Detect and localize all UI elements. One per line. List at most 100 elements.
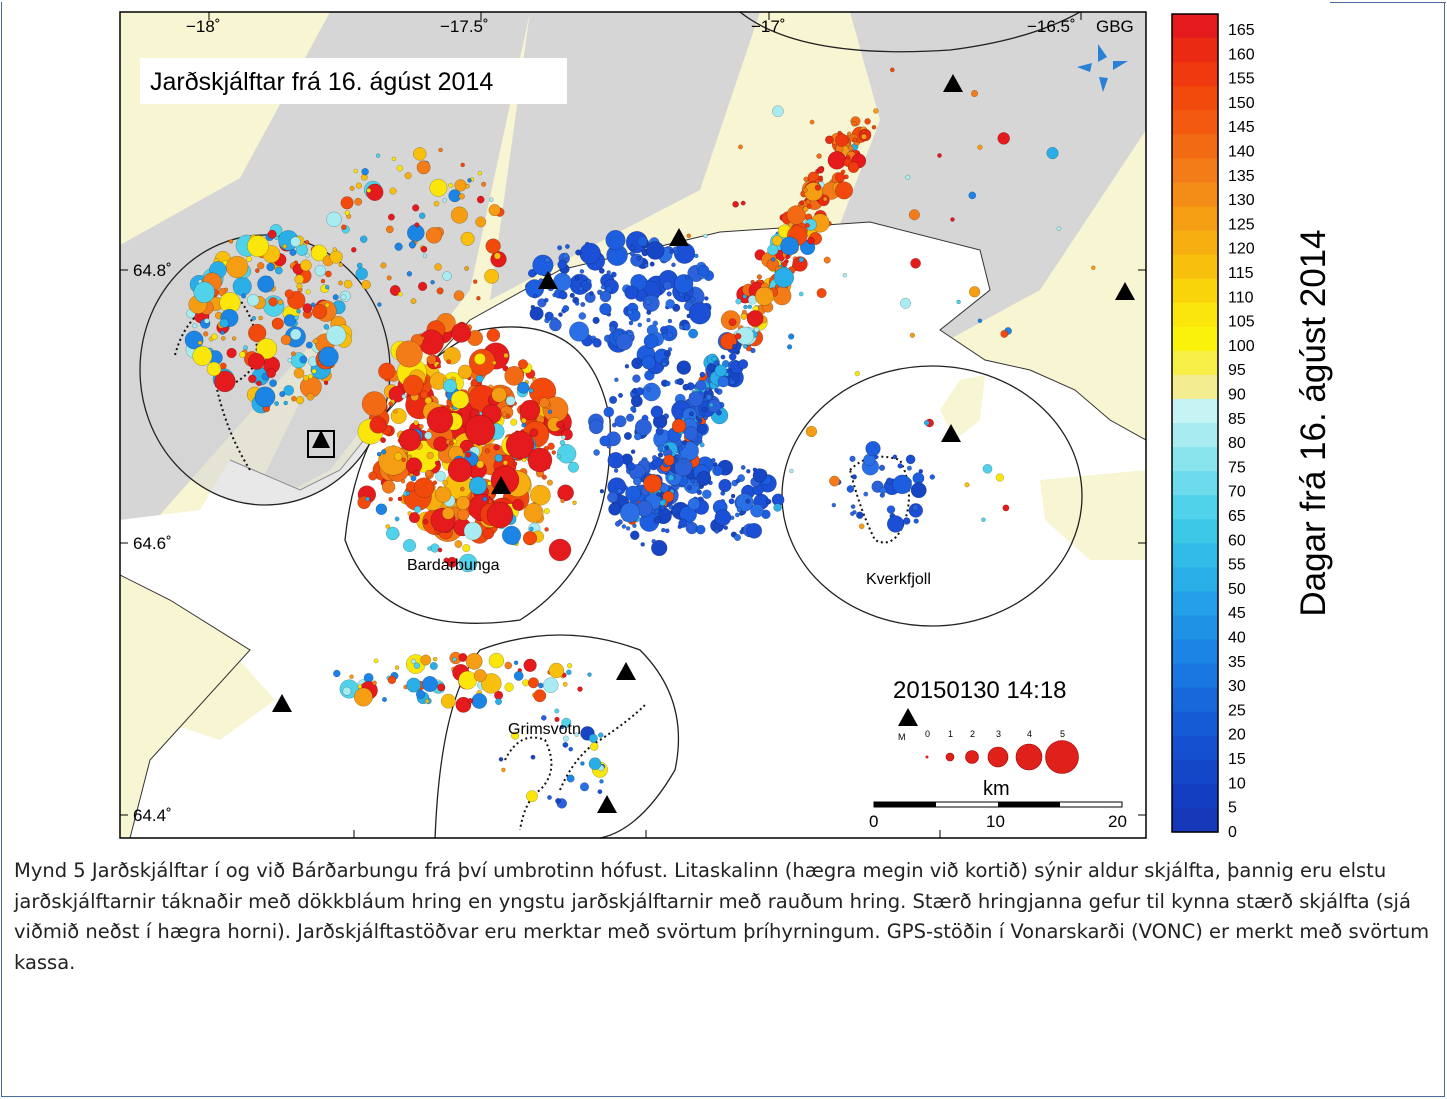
earthquake-marker bbox=[912, 504, 919, 511]
earthquake-marker bbox=[406, 677, 422, 693]
earthquake-marker bbox=[852, 137, 858, 143]
earthquake-marker bbox=[781, 261, 788, 268]
earthquake-marker bbox=[658, 426, 663, 431]
earthquake-marker bbox=[714, 387, 720, 393]
frame-top-line bbox=[1330, 2, 1446, 3]
earthquake-marker bbox=[361, 391, 387, 417]
earthquake-marker bbox=[304, 240, 310, 245]
earthquake-marker bbox=[807, 236, 815, 245]
earthquake-marker bbox=[344, 210, 350, 216]
color-bar-label: 20 bbox=[1228, 727, 1246, 744]
earthquake-marker bbox=[475, 374, 484, 383]
earthquake-marker bbox=[770, 257, 776, 262]
earthquake-marker bbox=[380, 262, 387, 269]
earthquake-marker bbox=[542, 677, 559, 694]
earthquake-marker bbox=[291, 395, 297, 402]
earthquake-marker bbox=[395, 340, 423, 368]
earthquake-marker bbox=[305, 253, 310, 258]
earthquake-marker bbox=[566, 663, 573, 669]
earthquake-marker bbox=[505, 413, 511, 419]
earthquake-marker bbox=[549, 318, 562, 332]
earthquake-marker bbox=[381, 480, 396, 494]
earthquake-marker bbox=[381, 449, 387, 455]
earthquake-marker bbox=[982, 463, 993, 474]
earthquake-marker bbox=[472, 279, 478, 284]
magnitude-legend: M 0 1 2 3 4 5 bbox=[898, 729, 1079, 774]
earthquake-marker bbox=[513, 660, 519, 666]
earthquake-marker bbox=[643, 333, 659, 349]
earthquake-marker bbox=[338, 262, 344, 267]
earthquake-marker bbox=[846, 485, 855, 493]
earthquake-marker bbox=[410, 475, 417, 482]
earthquake-marker bbox=[742, 344, 748, 349]
earthquake-marker bbox=[802, 206, 809, 213]
earthquake-marker bbox=[283, 400, 288, 406]
earthquake-marker bbox=[696, 423, 707, 434]
earthquake-marker bbox=[683, 426, 699, 441]
earthquake-marker bbox=[589, 291, 594, 296]
earthquake-marker bbox=[476, 295, 481, 301]
earthquake-marker bbox=[290, 236, 301, 248]
earthquake-marker bbox=[421, 676, 438, 692]
earthquake-marker bbox=[772, 105, 784, 118]
color-bar-label: 165 bbox=[1228, 22, 1255, 39]
earthquake-marker bbox=[562, 252, 569, 259]
earthquake-marker bbox=[436, 364, 442, 369]
earthquake-marker bbox=[640, 542, 645, 547]
earthquake-marker bbox=[488, 652, 505, 669]
earthquake-marker bbox=[389, 187, 397, 195]
earthquake-marker bbox=[850, 511, 855, 516]
earthquake-marker bbox=[426, 451, 434, 460]
earthquake-marker bbox=[580, 301, 586, 308]
earthquake-marker bbox=[385, 526, 400, 541]
earthquake-marker bbox=[305, 341, 313, 349]
earthquake-marker bbox=[665, 380, 671, 387]
earthquake-marker bbox=[410, 298, 417, 305]
earthquake-marker bbox=[997, 132, 1010, 145]
earthquake-marker bbox=[537, 682, 544, 689]
earthquake-marker bbox=[310, 244, 328, 262]
earthquake-marker bbox=[603, 406, 615, 418]
earthquake-marker bbox=[557, 259, 568, 270]
earthquake-marker bbox=[950, 217, 955, 222]
earthquake-marker bbox=[937, 153, 942, 158]
earthquake-marker bbox=[284, 289, 294, 299]
color-bar-band bbox=[1172, 86, 1218, 111]
earthquake-marker bbox=[558, 290, 568, 300]
earthquake-marker bbox=[248, 374, 257, 384]
earthquake-marker bbox=[443, 557, 450, 564]
earthquake-marker bbox=[568, 746, 574, 752]
earthquake-marker bbox=[274, 266, 283, 275]
earthquake-marker bbox=[854, 370, 860, 377]
earthquake-marker bbox=[434, 460, 440, 466]
earthquake-marker bbox=[684, 294, 691, 301]
earthquake-marker bbox=[410, 658, 417, 665]
earthquake-marker bbox=[498, 756, 504, 762]
color-bar-band bbox=[1172, 447, 1218, 472]
earthquake-marker bbox=[831, 502, 837, 508]
earthquake-marker bbox=[214, 370, 236, 393]
earthquake-marker bbox=[425, 227, 443, 244]
earthquake-marker bbox=[355, 182, 363, 189]
earthquake-marker bbox=[311, 304, 328, 320]
earthquake-marker bbox=[546, 479, 553, 486]
color-bar-band bbox=[1172, 302, 1218, 328]
earthquake-marker bbox=[422, 519, 429, 525]
earthquake-marker bbox=[687, 497, 701, 511]
earthquake-marker bbox=[458, 553, 478, 573]
earthquake-marker bbox=[378, 362, 396, 380]
earthquake-marker bbox=[696, 471, 712, 486]
earthquake-marker bbox=[468, 476, 488, 495]
earthquake-marker bbox=[664, 445, 670, 451]
earthquake-marker bbox=[211, 333, 218, 340]
earthquake-marker bbox=[418, 212, 426, 220]
earthquake-marker bbox=[835, 133, 849, 147]
earthquake-marker bbox=[517, 381, 530, 394]
earthquake-marker bbox=[413, 662, 421, 669]
earthquake-marker bbox=[517, 359, 528, 370]
color-bar-band bbox=[1172, 567, 1218, 593]
earthquake-marker bbox=[703, 233, 708, 239]
earthquake-marker bbox=[539, 397, 550, 409]
earthquake-marker bbox=[329, 250, 343, 264]
earthquake-marker bbox=[667, 318, 673, 324]
